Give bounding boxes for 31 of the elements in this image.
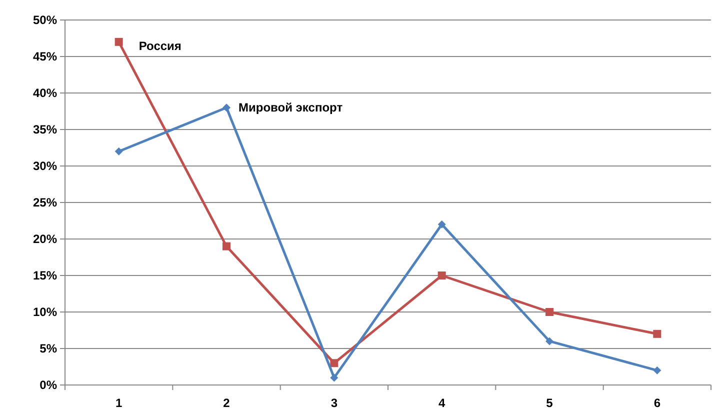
x-tick-label: 2: [223, 396, 230, 410]
x-tick-label: 4: [438, 396, 446, 410]
series-label: Мировой экспорт: [238, 100, 343, 115]
point: [438, 272, 446, 280]
point: [330, 359, 338, 368]
y-tick-label: 50%: [32, 13, 58, 28]
y-tick-label: 10%: [32, 305, 58, 320]
point: [222, 104, 230, 112]
y-tick-label: 5%: [40, 342, 58, 356]
y-tick-label: 15%: [32, 268, 58, 283]
x-tick-label: 6: [654, 396, 661, 410]
y-tick-label: 45%: [32, 50, 58, 64]
point: [653, 366, 662, 374]
point: [330, 374, 338, 382]
y-tick-label: 30%: [32, 159, 58, 174]
y-tick-label: 25%: [32, 196, 58, 210]
y-tick-label: 0%: [40, 378, 58, 392]
point: [653, 330, 662, 338]
point: [114, 38, 123, 46]
point: [546, 308, 554, 316]
x-tick-label: 3: [330, 396, 338, 410]
x-tick-label: 5: [546, 396, 554, 410]
y-tick-label: 35%: [32, 122, 58, 137]
y-tick-label: 40%: [32, 86, 58, 100]
point: [438, 220, 446, 228]
x-tick-label: 1: [115, 396, 122, 410]
series-label: Россия: [138, 38, 182, 53]
y-tick-label: 20%: [32, 232, 58, 246]
point: [222, 242, 230, 250]
point: [114, 147, 123, 156]
point: [546, 337, 554, 346]
